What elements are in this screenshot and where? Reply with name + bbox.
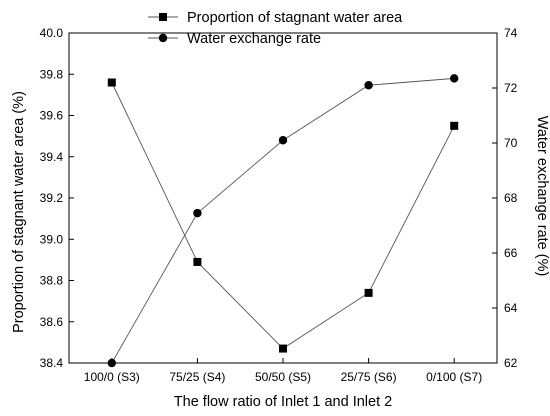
left-y-tick-label: 38.8 [40,274,64,288]
legend-circle-marker [158,33,168,43]
circle-marker [364,81,373,90]
series-line-1 [111,82,455,350]
legend-label-1: Proportion of stagnant water area [187,10,403,26]
circle-marker [450,74,459,83]
circle-marker [278,136,288,145]
right-y-tick-label: 72 [504,81,518,95]
left-y-axis-title: Proportion of stagnant water area (%) [11,91,27,333]
left-y-tick-label: 39.8 [40,67,64,81]
x-tick-label: 50/50 (S5) [255,370,311,384]
right-y-tick-label: 64 [504,301,518,315]
left-y-tick-label: 39.6 [40,109,64,123]
square-marker [107,78,116,87]
square-marker [364,288,373,297]
right-y-tick-label: 62 [504,356,518,370]
left-y-tick-label: 39.0 [40,232,64,246]
circle-marker [193,208,202,218]
x-tick-label: 100/0 (S3) [84,370,140,384]
series-line-2 [111,77,455,364]
x-tick-label: 0/100 (S7) [426,370,482,384]
circle-marker [107,358,117,368]
legend-label-2: Water exchange rate [187,31,321,47]
legend-square-marker [159,13,167,21]
left-y-tick-label: 38.6 [40,315,64,329]
right-y-tick-label: 68 [504,191,518,205]
x-axis-title: The flow ratio of Inlet 1 and Inlet 2 [174,394,392,410]
square-marker [450,121,459,130]
square-marker [279,344,287,353]
right-y-tick-label: 74 [504,26,518,40]
x-tick-label: 75/25 (S4) [169,370,225,384]
right-y-axis-title: Water exchange rate (%) [534,116,550,277]
right-y-tick-label: 66 [504,246,518,260]
left-y-tick-label: 39.2 [40,191,64,205]
left-y-tick-label: 39.4 [40,150,64,164]
left-y-tick-label: 38.4 [40,356,64,370]
right-y-tick-label: 70 [504,136,518,150]
x-tick-label: 25/75 (S6) [341,370,397,384]
square-marker [193,257,202,266]
plot-frame [68,32,498,364]
left-y-tick-label: 40.0 [40,26,64,40]
